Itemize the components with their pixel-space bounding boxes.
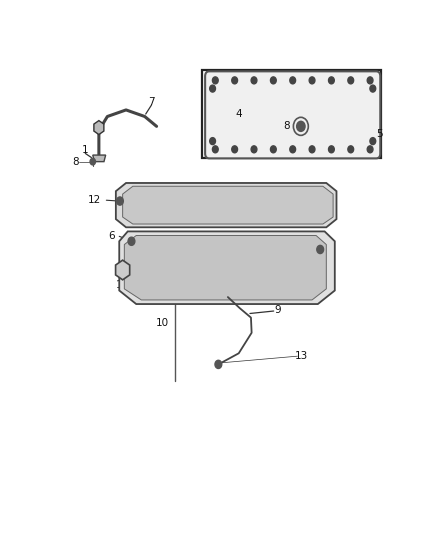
Text: 9: 9 [275,305,282,315]
Text: 4: 4 [236,109,242,119]
Circle shape [128,237,135,245]
Polygon shape [119,231,335,304]
Text: 13: 13 [295,351,308,361]
Text: 2: 2 [301,245,308,254]
Polygon shape [123,186,333,224]
Circle shape [212,77,218,84]
Text: 12: 12 [88,195,101,205]
Circle shape [232,146,237,153]
Circle shape [367,77,373,84]
Text: 3: 3 [290,216,297,226]
Text: 8: 8 [283,122,290,131]
Polygon shape [94,120,104,134]
FancyBboxPatch shape [205,71,380,158]
Bar [202,70,381,158]
Text: 8: 8 [72,157,79,167]
Polygon shape [116,183,336,227]
Circle shape [370,85,376,92]
Circle shape [348,146,353,153]
Polygon shape [124,236,326,300]
Circle shape [370,138,376,144]
Circle shape [215,360,222,368]
Text: 10: 10 [156,318,169,327]
Circle shape [90,158,95,165]
Text: 6: 6 [109,230,115,240]
Circle shape [297,122,305,131]
Circle shape [290,146,296,153]
Circle shape [348,77,353,84]
Circle shape [271,146,276,153]
Circle shape [328,146,334,153]
Circle shape [251,77,257,84]
Circle shape [309,77,315,84]
Text: 5: 5 [377,129,383,139]
Circle shape [290,77,296,84]
Text: 7: 7 [148,96,155,107]
Circle shape [328,77,334,84]
Circle shape [271,77,276,84]
Circle shape [309,146,315,153]
Text: 11: 11 [116,280,129,290]
Circle shape [317,245,324,254]
Polygon shape [116,260,130,280]
Polygon shape [93,155,106,161]
Circle shape [210,85,215,92]
Circle shape [232,77,237,84]
Circle shape [251,146,257,153]
Circle shape [210,138,215,144]
Text: 1: 1 [82,145,88,155]
Circle shape [212,146,218,153]
Circle shape [367,146,373,153]
Circle shape [117,197,124,205]
